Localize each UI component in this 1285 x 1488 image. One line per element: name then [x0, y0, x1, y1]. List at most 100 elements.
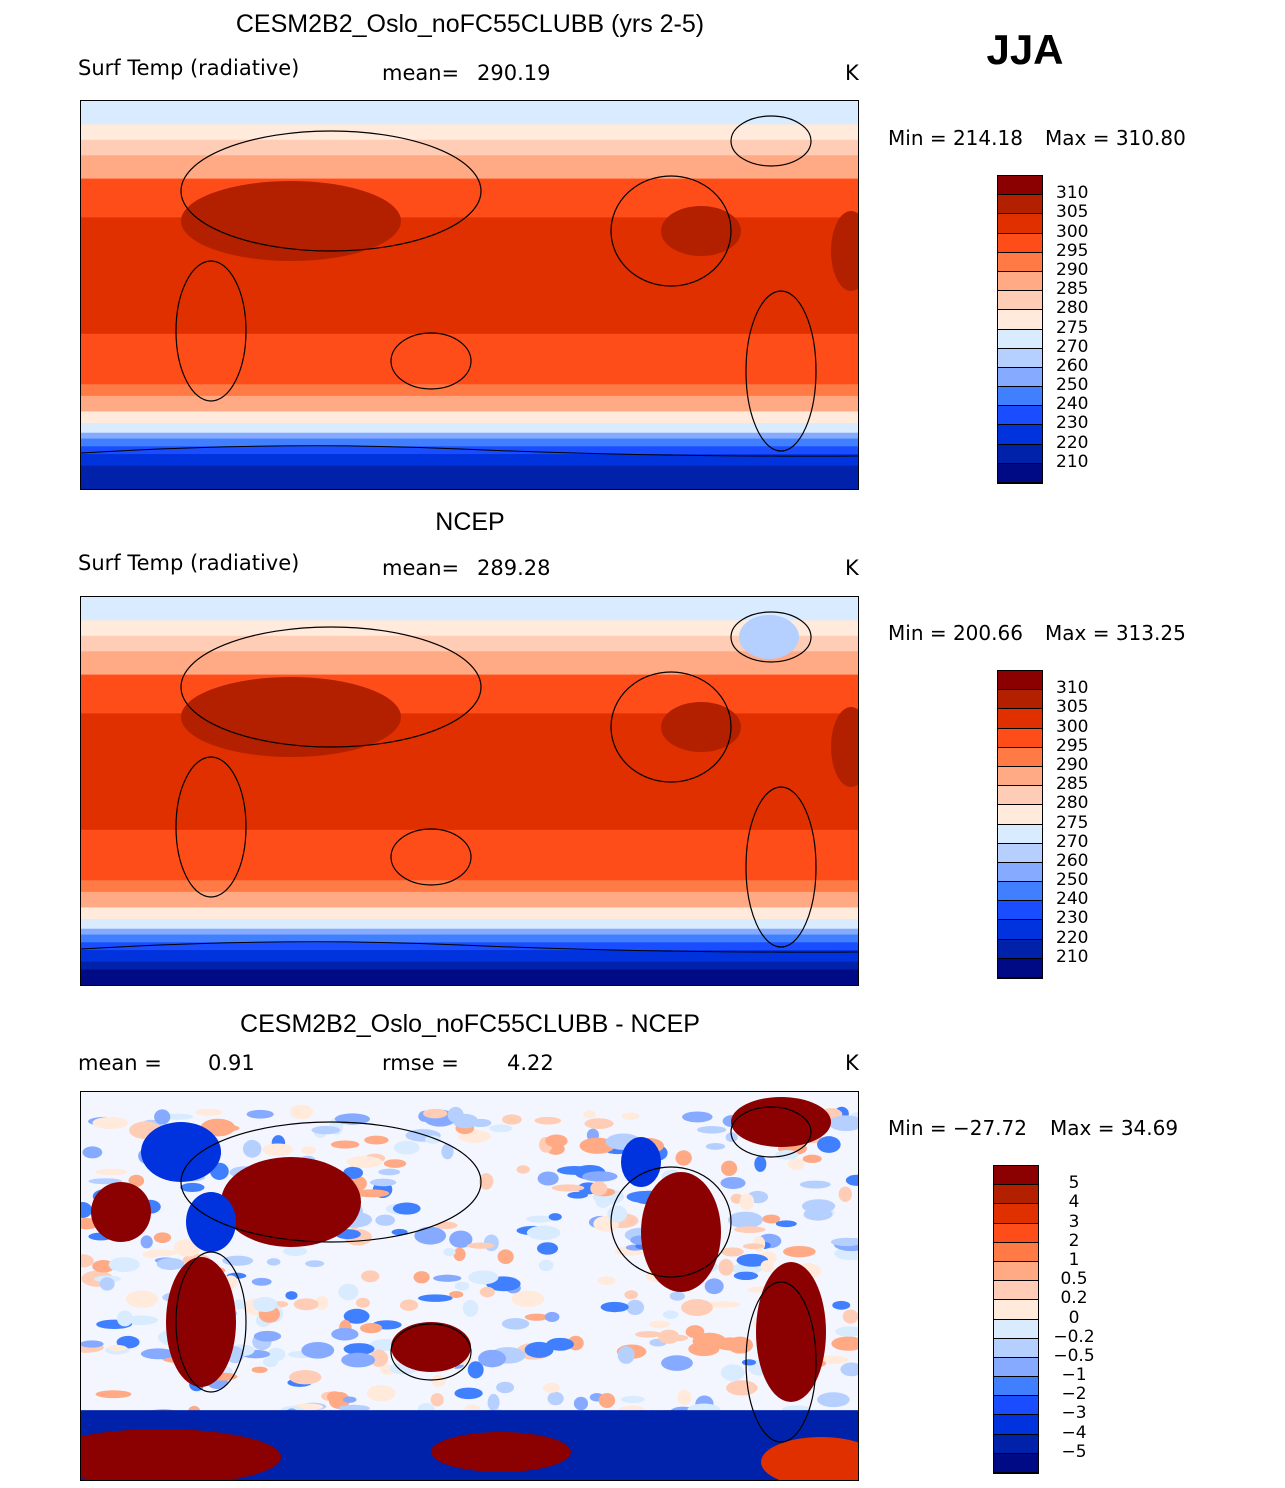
colorbar-box: [998, 939, 1042, 959]
contour-region: [624, 1290, 638, 1300]
colorbar-box: [994, 1415, 1038, 1435]
contour-band: [81, 333, 858, 386]
colorbar-box: [998, 425, 1042, 445]
contour-region: [92, 1116, 128, 1130]
contour-region: [537, 1171, 559, 1186]
contour-band: [81, 919, 858, 930]
contour-band: [81, 411, 858, 425]
contour-region: [516, 1165, 530, 1174]
contour-region: [467, 1242, 495, 1249]
contour-region: [831, 211, 858, 291]
contour-band: [81, 384, 858, 397]
colorbar-tick-label: 4: [1068, 1192, 1080, 1213]
coastline: [81, 941, 858, 953]
contour-region: [831, 707, 858, 787]
contour-region: [430, 1393, 444, 1407]
contour-region: [830, 1237, 858, 1247]
colorbar-box: [994, 1261, 1038, 1282]
panel3-min: Min = −27.72: [888, 1116, 1027, 1140]
contour-region: [116, 1310, 133, 1327]
contour-region: [501, 1114, 522, 1125]
contour-region: [607, 1205, 628, 1223]
contour-region: [414, 1226, 447, 1245]
contour-region: [584, 1118, 614, 1130]
panel3-rmse-value: 4.22: [507, 1051, 554, 1075]
contour-region: [361, 1270, 380, 1283]
contour-region: [511, 1290, 545, 1308]
contour-region: [760, 1260, 774, 1273]
contour-region: [449, 1290, 464, 1299]
contour-region: [720, 1176, 746, 1190]
contour-region: [246, 1109, 274, 1119]
contour-region: [590, 1181, 608, 1196]
colorbar-tick-label: 275: [1056, 317, 1089, 338]
contour-region: [338, 1283, 359, 1301]
contour-region: [180, 626, 482, 748]
panel2-mean-value: 289.28: [477, 556, 551, 580]
colorbar-tick-label: 285: [1056, 774, 1089, 795]
contour-region: [180, 130, 482, 252]
contour-region: [745, 1281, 817, 1443]
panel1-mean-value: 290.19: [477, 61, 551, 85]
contour-region: [195, 1108, 223, 1116]
contour-region: [431, 1432, 571, 1472]
contour-region: [649, 1320, 671, 1329]
contour-region: [548, 1213, 562, 1221]
colorbar-box: [998, 958, 1042, 978]
contour-region: [425, 1135, 441, 1144]
contour-region: [305, 1260, 325, 1268]
colorbar-tick-label: 220: [1056, 927, 1089, 948]
contour-region: [583, 1110, 596, 1119]
contour-band: [81, 950, 858, 963]
contour-region: [845, 1174, 858, 1186]
contour-region: [496, 1381, 515, 1394]
panel1-colorbar: 310 305 300 295 290 285 280 275 270 260 250 240 230 2…: [997, 175, 1088, 484]
contour-band: [81, 620, 858, 637]
colorbar-tick-label: 280: [1056, 298, 1089, 319]
contour-region: [252, 1296, 278, 1313]
contour-region: [838, 1186, 853, 1202]
contour-region: [262, 1143, 294, 1157]
colorbar-box: [998, 271, 1042, 292]
colorbar-box: [994, 1185, 1038, 1205]
contour-region: [343, 1166, 364, 1179]
colorbar-box: [998, 214, 1042, 234]
contour-region: [251, 1366, 268, 1374]
contour-region: [831, 1336, 858, 1351]
colorbar-box: [994, 1396, 1038, 1416]
colorbar-tick-label: −4: [1061, 1422, 1087, 1443]
panel3-mean-label: mean =: [78, 1051, 162, 1075]
contour-region: [331, 1327, 359, 1341]
colorbar-box: [994, 1357, 1038, 1378]
contour-region: [375, 1214, 396, 1226]
contour-region: [730, 115, 812, 167]
contour-region: [720, 1364, 745, 1381]
colorbar-tick-label: 305: [1056, 202, 1089, 223]
contour-region: [343, 1343, 375, 1355]
contour-region: [326, 1391, 343, 1403]
colorbar-tick-label: 300: [1056, 716, 1089, 737]
colorbar-tick-label: 0.2: [1060, 1288, 1088, 1309]
contour-region: [726, 1380, 758, 1396]
contour-band: [81, 928, 858, 936]
contour-region: [663, 1310, 679, 1319]
panel1-max: Max = 310.80: [1045, 126, 1186, 150]
contour-region: [441, 1143, 454, 1160]
contour-band: [81, 423, 858, 434]
colorbar-tick-label: 240: [1056, 394, 1089, 415]
contour-region: [370, 1178, 397, 1187]
contour-region: [669, 1291, 685, 1301]
colorbar-box: [994, 1300, 1038, 1320]
contour-region: [524, 1341, 554, 1358]
colorbar-tick-label: 290: [1056, 259, 1089, 280]
colorbar-tick-label: 290: [1056, 754, 1089, 775]
contour-region: [390, 332, 472, 390]
contour-region: [730, 1106, 812, 1158]
contour-region: [799, 1180, 831, 1189]
contour-region: [617, 1346, 635, 1364]
colorbar-box: [998, 862, 1042, 883]
contour-band: [81, 124, 858, 141]
colorbar-box: [998, 310, 1042, 330]
contour-region: [125, 1290, 159, 1308]
colorbar-tick-label: 310: [1056, 183, 1089, 204]
